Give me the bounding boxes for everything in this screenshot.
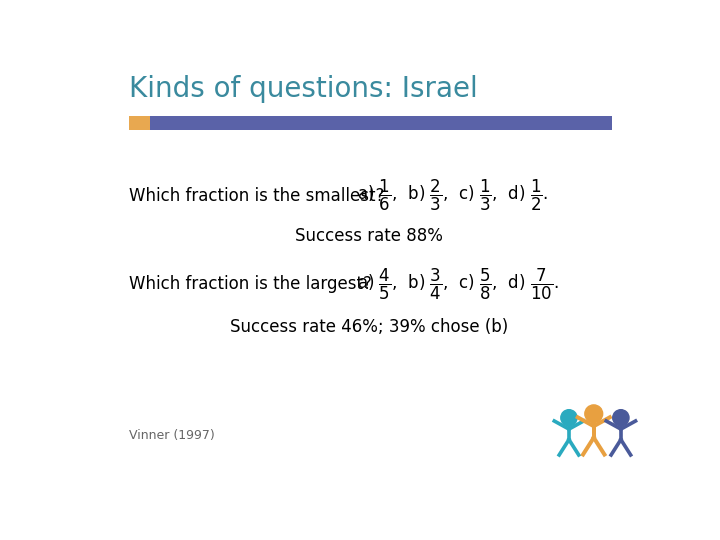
Circle shape: [613, 410, 629, 426]
Text: Which fraction is the largest?: Which fraction is the largest?: [129, 275, 372, 293]
Circle shape: [585, 405, 603, 423]
Text: a) $\dfrac{4}{5}$,  b) $\dfrac{3}{4}$,  c) $\dfrac{5}{8}$,  d) $\dfrac{7}{10}$.: a) $\dfrac{4}{5}$, b) $\dfrac{3}{4}$, c)…: [357, 267, 559, 302]
Text: Kinds of questions: Israel: Kinds of questions: Israel: [129, 75, 477, 103]
Bar: [150, 117, 611, 130]
Text: Vinner (1997): Vinner (1997): [129, 429, 215, 442]
Circle shape: [561, 410, 577, 426]
Text: Success rate 46%; 39% chose (b): Success rate 46%; 39% chose (b): [230, 318, 508, 335]
Text: Which fraction is the smallest?: Which fraction is the smallest?: [129, 187, 384, 205]
Text: a) $\dfrac{1}{6}$,  b) $\dfrac{2}{3}$,  c) $\dfrac{1}{3}$,  d) $\dfrac{1}{2}$.: a) $\dfrac{1}{6}$, b) $\dfrac{2}{3}$, c)…: [357, 178, 549, 213]
Bar: [129, 117, 150, 130]
Text: Success rate 88%: Success rate 88%: [295, 227, 443, 245]
